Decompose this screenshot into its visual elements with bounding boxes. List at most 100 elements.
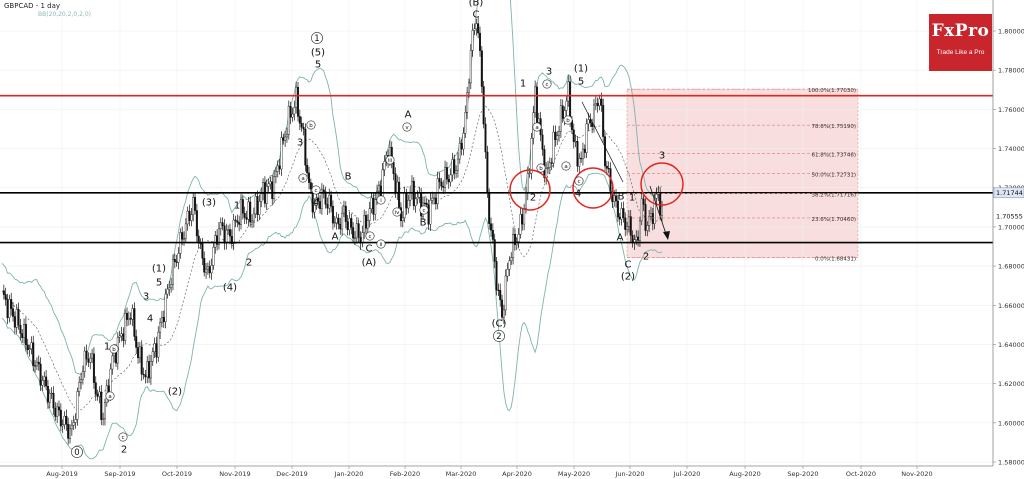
candle-down: [394, 173, 397, 194]
candle-down: [622, 208, 625, 218]
candle-up: [661, 206, 664, 216]
candle-up: [214, 235, 217, 248]
candle-down: [460, 143, 463, 150]
wave-label-circle: [385, 155, 395, 165]
candle-up: [285, 134, 288, 138]
wave-label: 3: [546, 67, 552, 78]
fib-level-label: 61.8%(1.73746): [811, 153, 856, 159]
candle-down: [583, 148, 586, 153]
candle-down: [319, 201, 322, 209]
wave-label-text: 2: [496, 332, 501, 342]
wave-label-text: (5): [311, 48, 325, 59]
candle-up: [127, 318, 130, 320]
candle-down: [572, 129, 575, 142]
candle-down: [365, 215, 368, 229]
candle-down: [194, 197, 197, 211]
candle-up: [23, 324, 26, 338]
candle-down: [65, 415, 68, 425]
y-tick-label: 1.68000: [998, 263, 1024, 271]
candle-down: [162, 317, 165, 323]
candle-down: [46, 386, 49, 403]
candle-down: [67, 424, 70, 439]
candle-down: [398, 181, 401, 208]
wave-label: 1: [234, 201, 240, 212]
wave-label-text: (2): [621, 272, 635, 283]
candle-up: [212, 247, 215, 266]
candle-down: [499, 290, 502, 301]
candle-down: [616, 200, 619, 218]
wave-label-text: 1: [104, 342, 110, 353]
candle-down: [337, 217, 340, 225]
candle-down: [392, 161, 395, 174]
candle-down: [331, 206, 334, 224]
candle-up: [74, 419, 77, 423]
wave-label-text: a: [535, 125, 538, 131]
wave-label-text: (4): [223, 283, 237, 294]
candle-down: [486, 151, 489, 193]
fib-level-label: 23.6%(1.70460): [811, 217, 856, 223]
candle-down: [85, 350, 88, 360]
wave-label: (4): [223, 283, 237, 294]
wave-label: 0: [71, 446, 83, 458]
candle-up: [315, 197, 318, 206]
projection-arrow-line: [649, 185, 668, 238]
candle-down: [129, 318, 132, 320]
candle-down: [59, 409, 62, 427]
candle-down: [427, 204, 430, 225]
candle-up: [262, 182, 265, 194]
candle-down: [4, 294, 7, 300]
candle-up: [295, 86, 298, 108]
price-label-text: 1.71744: [996, 189, 1023, 197]
wave-label: 2: [121, 445, 127, 456]
candle-up: [416, 196, 419, 200]
bollinger-middle: [1, 106, 663, 411]
trend-line: [581, 101, 624, 183]
candle-down: [148, 361, 151, 379]
candle-down: [140, 346, 143, 375]
wave-label-circle: [109, 344, 119, 354]
candle-down: [357, 223, 360, 238]
candle-up: [464, 112, 467, 134]
candle-up: [313, 204, 316, 213]
wave-label-circle: [298, 173, 308, 183]
candle-up: [524, 193, 527, 209]
price-label-box: [993, 187, 1024, 199]
candle-up: [552, 131, 555, 164]
candle-down: [493, 239, 496, 262]
wave-label-text: 3: [297, 138, 303, 149]
wave-label: 5: [156, 278, 162, 289]
fib-level-label: 50.0%(1.72731): [811, 172, 856, 178]
highlight-circle: [572, 167, 614, 209]
fib-level-label: 100.0%(1.77030): [808, 88, 856, 94]
candle-down: [550, 162, 553, 164]
price-label: 1.70555: [994, 211, 1024, 222]
wave-label: c: [311, 185, 321, 195]
candle-up: [396, 181, 399, 194]
candle-down: [26, 344, 29, 351]
wave-label-text: 4: [313, 198, 319, 209]
candle-up: [341, 212, 344, 230]
candle-down: [554, 131, 557, 140]
wave-label-circle: [574, 176, 584, 186]
fibonacci-levels: 100.0%(1.77030) 78.6%(1.75190) 61.8%(1.737…: [627, 88, 858, 263]
candle-up: [537, 118, 540, 123]
candle-down: [302, 127, 305, 130]
candle-down: [350, 218, 353, 228]
candle-up: [519, 214, 522, 235]
candle-down: [379, 185, 382, 197]
wave-label: c: [118, 432, 128, 442]
candle-up: [547, 167, 550, 169]
wave-label-text: b: [539, 166, 543, 172]
wave-label-text: c: [422, 208, 425, 214]
logo-brand: FxPro: [931, 21, 990, 41]
candle-down: [181, 232, 184, 240]
candle-up: [184, 223, 187, 239]
candle-up: [98, 391, 101, 397]
candle-down: [122, 333, 125, 341]
logo-tagline: Trade Like a Pro: [936, 49, 985, 56]
candle-up: [655, 193, 658, 199]
wave-label: (A): [362, 258, 377, 269]
candle-up: [377, 185, 380, 192]
candle-up: [70, 425, 73, 430]
